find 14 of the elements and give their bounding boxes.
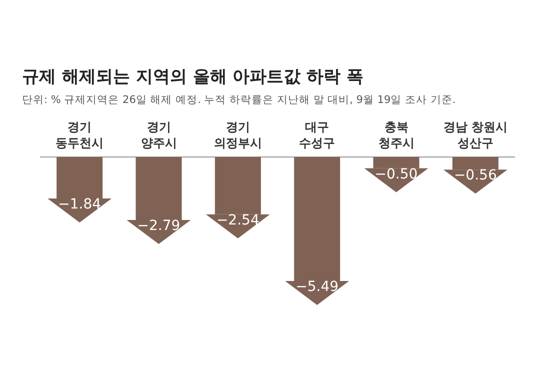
category: 경기 양주시: [140, 120, 177, 150]
category: 대구 수성구: [299, 120, 336, 150]
category: 경남 창원시 성산구: [443, 120, 508, 150]
category: 경기 동두천시: [56, 120, 104, 150]
data-label: −0.50: [374, 166, 418, 182]
data-label: −0.56: [454, 168, 497, 184]
subtitle: 단위: % 규제지역은 26일 해제 예정. 누적 하락률은 지난해 말 대비, 9월 19일 조사 기준.: [22, 94, 456, 106]
data-label: −1.84: [58, 196, 102, 213]
data-label: −2.54: [216, 212, 260, 228]
title: 규제 해제되는 지역의 올해 아파트값 하락 폭: [22, 67, 364, 87]
data-label: −2.79: [137, 218, 180, 234]
category: 충북 청주시: [378, 120, 414, 150]
category: 경기 의정부시: [214, 120, 262, 150]
data-label: −5.49: [296, 279, 339, 295]
